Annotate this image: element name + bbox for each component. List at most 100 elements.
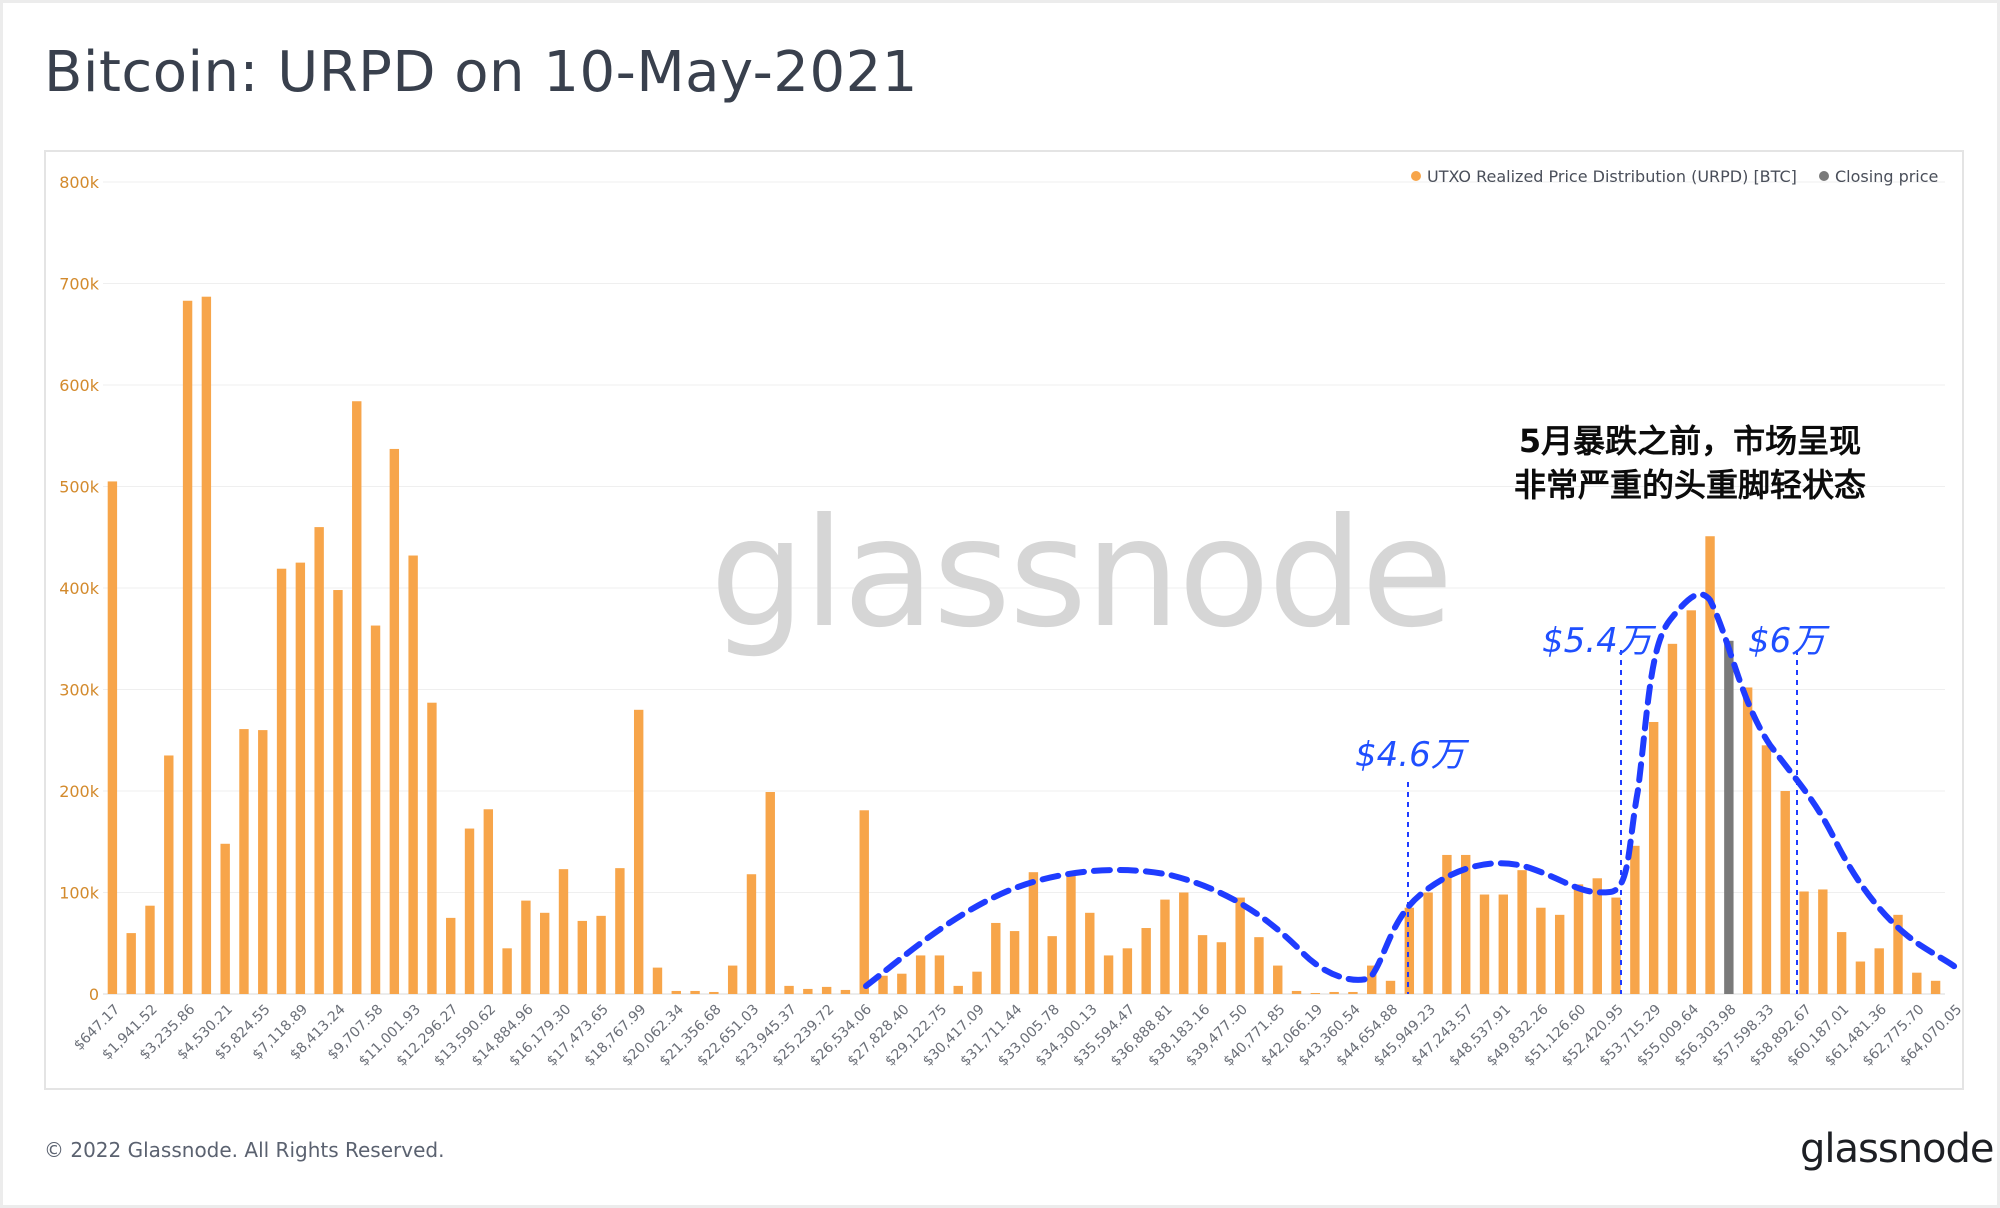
urpd-bar (220, 843, 230, 994)
urpd-bar (145, 905, 155, 994)
urpd-bar (652, 967, 663, 994)
annotation-curve (863, 591, 1961, 989)
legend-urpd-dot (1411, 171, 1421, 181)
urpd-bar (1216, 942, 1227, 994)
urpd-bar (784, 985, 794, 994)
urpd-bar (1554, 914, 1565, 994)
urpd-bar (1348, 991, 1358, 994)
urpd-bar (1160, 899, 1170, 994)
urpd-bar (126, 933, 136, 994)
urpd-bar (295, 562, 306, 994)
urpd-bar (558, 869, 569, 994)
urpd-bar (765, 792, 775, 994)
urpd-bar (1235, 897, 1245, 994)
glassnode-logo: glassnode (1800, 1126, 1995, 1172)
legend-closing-label: Closing price (1835, 167, 1938, 186)
urpd-bar (1310, 992, 1321, 994)
urpd-bar (1818, 889, 1828, 994)
urpd-bar (483, 809, 494, 994)
urpd-bar (1874, 948, 1884, 994)
urpd-bar (878, 975, 888, 994)
legend-urpd-label: UTXO Realized Price Distribution (URPD) … (1427, 167, 1797, 186)
urpd-bar (1667, 643, 1678, 994)
urpd-bar (502, 948, 512, 994)
urpd-bar (182, 300, 193, 994)
urpd-bar (1780, 791, 1790, 994)
urpd-bar (709, 991, 719, 994)
urpd-bar (1085, 912, 1095, 994)
urpd-bar (464, 828, 475, 994)
urpd-bar (897, 973, 907, 994)
urpd-bar (821, 986, 832, 994)
urpd-bar (1291, 990, 1302, 994)
urpd-bar (164, 755, 174, 994)
urpd-bar (1273, 965, 1283, 994)
urpd-bar (1930, 980, 1941, 994)
urpd-bar (427, 702, 437, 994)
urpd-bar (333, 590, 343, 994)
urpd-bar (1047, 936, 1057, 994)
urpd-bar (1066, 874, 1076, 994)
urpd-bar (1028, 872, 1039, 994)
bars (107, 296, 1941, 994)
urpd-bar (596, 915, 606, 994)
urpd-bar (1855, 961, 1866, 994)
urpd-bar (859, 810, 869, 994)
urpd-bar (1517, 870, 1527, 994)
urpd-bar (1009, 931, 1020, 994)
urpd-bar (370, 625, 381, 994)
urpd-bar (314, 527, 324, 994)
y-axis-ticks: 0 100k 200k 300k 400k 500k 600k 700k 800k (59, 173, 100, 1004)
urpd-bar (352, 401, 362, 994)
y-tick-label: 700k (59, 275, 100, 294)
urpd-bar (633, 709, 644, 994)
urpd-bar (1686, 610, 1696, 994)
urpd-bar (840, 989, 851, 994)
urpd-bar (1799, 891, 1809, 994)
urpd-bar (1573, 884, 1584, 994)
urpd-bar (258, 730, 268, 994)
closing-price-bar (1724, 640, 1734, 994)
y-tick-label: 300k (59, 681, 100, 700)
urpd-bar (1611, 897, 1621, 994)
y-tick-label: 100k (59, 884, 100, 903)
urpd-bar (1141, 928, 1151, 994)
urpd-bar (276, 568, 287, 994)
urpd-bar (1122, 948, 1133, 994)
urpd-bar (201, 296, 212, 994)
urpd-bar (1423, 892, 1433, 994)
urpd-bar (1630, 845, 1640, 994)
urpd-bar (1404, 907, 1415, 994)
urpd-bar (540, 912, 550, 994)
y-tick-label: 400k (59, 579, 100, 598)
legend: UTXO Realized Price Distribution (URPD) … (1411, 167, 1938, 186)
copyright-footer: © 2022 Glassnode. All Rights Reserved. (44, 1138, 445, 1162)
y-tick-label: 500k (59, 478, 100, 497)
urpd-bar (1385, 980, 1396, 994)
urpd-bar (521, 900, 531, 994)
urpd-bar (1179, 892, 1189, 994)
urpd-bar (1761, 745, 1772, 994)
urpd-bar (1197, 935, 1208, 994)
urpd-bar (446, 917, 456, 994)
urpd-bar (1103, 955, 1114, 994)
urpd-bar (915, 955, 926, 994)
x-axis-ticks: $647.17$1,941.52$3,235.86$4,530.21$5,824… (71, 1001, 1965, 1069)
price-label-54k: $5.4万 (1542, 621, 1657, 661)
urpd-bar (727, 965, 738, 994)
urpd-bar (1367, 965, 1377, 994)
urpd-bar (746, 874, 757, 994)
urpd-bar (991, 922, 1001, 994)
y-tick-label: 200k (59, 782, 100, 801)
y-tick-label: 600k (59, 376, 100, 395)
urpd-bar (671, 990, 681, 994)
annotation-note-line1: 5月暴跌之前，市场呈现 (1519, 422, 1861, 460)
urpd-bar (1254, 937, 1264, 994)
urpd-bar (615, 868, 625, 994)
urpd-bar (972, 971, 982, 994)
y-tick-label: 0 (89, 985, 99, 1004)
chart-frame (44, 150, 1964, 1090)
urpd-bar (1498, 894, 1508, 994)
